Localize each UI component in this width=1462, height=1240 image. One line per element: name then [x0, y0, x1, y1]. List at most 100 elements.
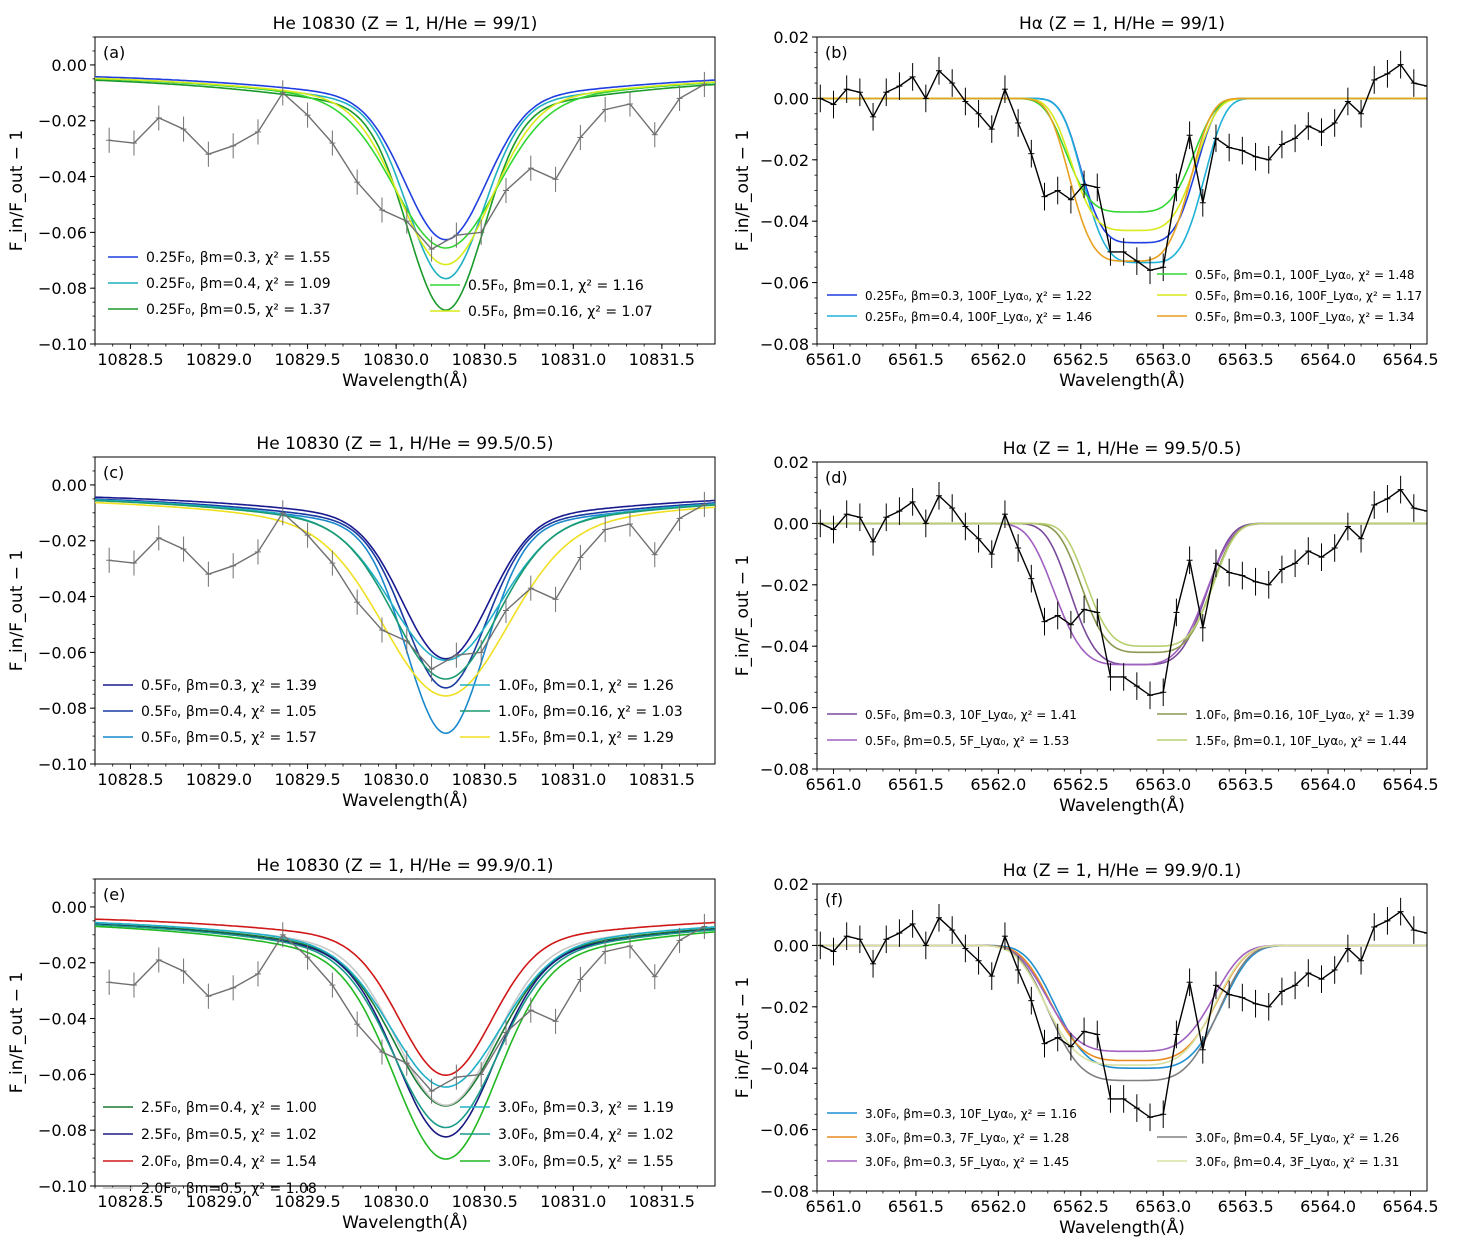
panel-label: (a) [103, 43, 125, 62]
x-tick-label: 10829.0 [186, 350, 252, 369]
y-tick-label: −0.04 [38, 168, 87, 187]
x-tick-label: 6562.0 [970, 775, 1026, 794]
x-tick-label: 10829.0 [186, 770, 252, 789]
x-axis-label: Wavelength(Å) [342, 1211, 468, 1233]
y-tick-label: −0.06 [760, 1121, 809, 1140]
x-tick-label: 10828.5 [97, 1192, 163, 1211]
x-tick-label: 10830.0 [363, 770, 429, 789]
x-tick-label: 10831.5 [629, 350, 695, 369]
panel-d: Hα (Z = 1, H/He = 99.5/0.5) 0.02 0.00 −0.02… [733, 439, 1439, 816]
plot-frame [816, 461, 1428, 770]
legend-label: 0.5F₀, βm=0.5, 5F_Lyα₀, χ² = 1.53 [865, 734, 1069, 748]
y-tick-label: 0.00 [51, 898, 87, 917]
legend-label: 3.0F₀, βm=0.5, χ² = 1.55 [498, 1154, 674, 1170]
panel-label: (b) [825, 43, 848, 62]
y-tick-label: −0.10 [38, 755, 87, 774]
x-tick-label: 10829.0 [186, 1192, 252, 1211]
model-curve-5 [817, 97, 1427, 262]
y-tick-label: −0.04 [760, 212, 809, 231]
model-curve-1 [817, 944, 1427, 1069]
legend-label: 0.5F₀, βm=0.1, 100F_Lyα₀, χ² = 1.48 [1195, 268, 1415, 282]
x-tick-label: 6561.5 [888, 350, 944, 369]
x-tick-label: 10829.5 [274, 1192, 340, 1211]
y-tick-label: −0.02 [760, 998, 809, 1017]
x-axis-label: Wavelength(Å) [1059, 794, 1185, 816]
x-tick-label: 6563.5 [1218, 1197, 1274, 1216]
model-curve-5 [95, 77, 715, 266]
y-tick-label: −0.08 [760, 760, 809, 779]
x-tick-label: 6561.5 [888, 1197, 944, 1216]
legend-label: 0.5F₀, βm=0.1, χ² = 1.16 [468, 278, 644, 294]
panel-title: Hα (Z = 1, H/He = 99.9/0.1) [1003, 861, 1241, 881]
panels-root: He 10830 (Z = 1, H/He = 99/1) 0.00 −0.02 −0… [7, 14, 1439, 1238]
x-tick-label: 10830.0 [363, 350, 429, 369]
x-tick-label: 6564.0 [1300, 1197, 1356, 1216]
y-axis-label: F_in/F_out − 1 [7, 550, 27, 672]
plot-area [95, 913, 715, 1160]
legend-label: 1.5F₀, βm=0.1, 10F_Lyα₀, χ² = 1.44 [1195, 734, 1407, 748]
y-tick-label: −0.06 [38, 223, 87, 242]
model-curve-1 [817, 97, 1427, 244]
model-curve-3 [95, 918, 715, 1077]
x-tick-label: 10831.0 [540, 770, 606, 789]
y-tick-label: −0.06 [760, 699, 809, 718]
y-tick-label: −0.08 [760, 335, 809, 354]
legend-label: 0.5F₀, βm=0.3, χ² = 1.39 [141, 678, 317, 694]
x-tick-label: 10831.5 [629, 1192, 695, 1211]
y-tick-label: −0.04 [760, 637, 809, 656]
legend-label: 3.0F₀, βm=0.4, 3F_Lyα₀, χ² = 1.31 [1195, 1155, 1399, 1169]
plot-area [817, 475, 1427, 710]
y-tick-label: −0.08 [38, 279, 87, 298]
x-axis-label: Wavelength(Å) [1059, 1216, 1185, 1238]
x-tick-label: 6563.5 [1218, 775, 1274, 794]
x-tick-label: 6562.0 [970, 1197, 1026, 1216]
model-curve-3 [817, 944, 1427, 1053]
model-curve-3 [817, 522, 1427, 654]
model-curve-4 [817, 97, 1427, 232]
y-tick-label: −0.10 [38, 1177, 87, 1196]
x-tick-label: 6561.0 [805, 350, 861, 369]
panel-title: He 10830 (Z = 1, H/He = 99/1) [273, 14, 538, 34]
legend-label: 1.0F₀, βm=0.16, χ² = 1.03 [498, 704, 683, 720]
x-tick-label: 10828.5 [97, 770, 163, 789]
legend-label: 3.0F₀, βm=0.3, χ² = 1.19 [498, 1100, 674, 1116]
x-tick-label: 6563.5 [1218, 350, 1274, 369]
x-tick-label: 6561.0 [805, 1197, 861, 1216]
x-tick-label: 6563.0 [1135, 350, 1191, 369]
model-curve-5 [95, 499, 715, 680]
y-tick-label: −0.02 [760, 151, 809, 170]
model-curve-4 [817, 522, 1427, 648]
legend-label: 3.0F₀, βm=0.3, 10F_Lyα₀, χ² = 1.16 [865, 1107, 1077, 1121]
x-tick-label: 6562.5 [1053, 350, 1109, 369]
legend-label: 0.25F₀, βm=0.3, χ² = 1.55 [146, 250, 331, 266]
y-tick-label: 0.00 [773, 514, 809, 533]
y-tick-label: 0.00 [51, 56, 87, 75]
x-tick-label: 10830.5 [452, 350, 518, 369]
y-tick-label: 0.02 [773, 453, 809, 472]
y-tick-label: 0.00 [773, 936, 809, 955]
y-tick-label: −0.02 [38, 532, 87, 551]
legend-label: 0.5F₀, βm=0.3, 10F_Lyα₀, χ² = 1.41 [865, 708, 1077, 722]
y-tick-label: 0.00 [51, 476, 87, 495]
y-axis-label: F_in/F_out − 1 [7, 972, 27, 1094]
x-axis-label: Wavelength(Å) [342, 369, 468, 391]
legend-label: 3.0F₀, βm=0.3, 7F_Lyα₀, χ² = 1.28 [865, 1131, 1069, 1145]
x-tick-label: 6564.0 [1300, 350, 1356, 369]
y-tick-label: −0.08 [38, 699, 87, 718]
legend-label: 1.0F₀, βm=0.1, χ² = 1.26 [498, 678, 674, 694]
legend-label: 2.5F₀, βm=0.5, χ² = 1.02 [141, 1127, 317, 1143]
y-tick-label: −0.04 [38, 1010, 87, 1029]
y-tick-label: −0.04 [760, 1059, 809, 1078]
x-tick-label: 10828.5 [97, 350, 163, 369]
y-tick-label: −0.02 [760, 576, 809, 595]
legend-label: 0.25F₀, βm=0.3, 100F_Lyα₀, χ² = 1.22 [865, 289, 1092, 303]
x-tick-label: 6564.5 [1383, 775, 1439, 794]
x-axis-label: Wavelength(Å) [342, 789, 468, 811]
model-curve-2 [95, 498, 715, 689]
y-tick-label: 0.02 [773, 875, 809, 894]
model-curve-3 [817, 97, 1427, 213]
legend-label: 2.0F₀, βm=0.4, χ² = 1.54 [141, 1154, 317, 1170]
x-tick-label: 6561.5 [888, 775, 944, 794]
y-tick-label: −0.04 [38, 588, 87, 607]
